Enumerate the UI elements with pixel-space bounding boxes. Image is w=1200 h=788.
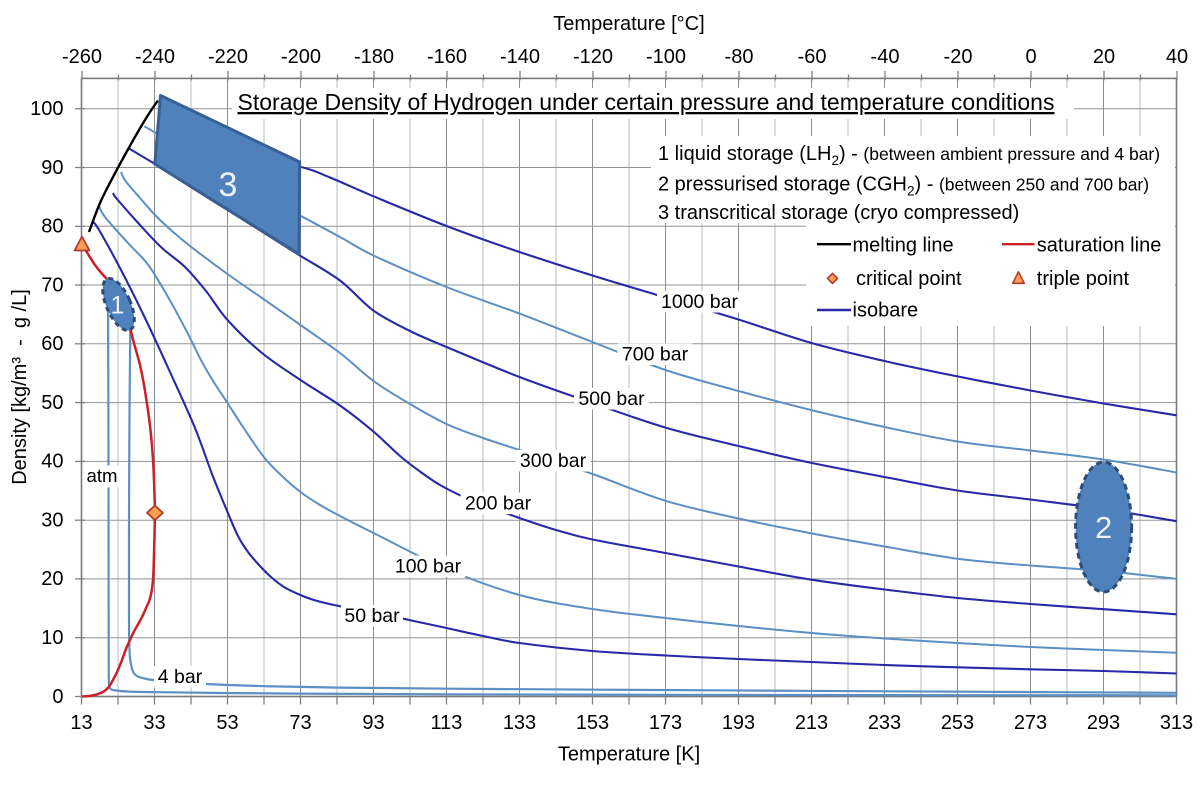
svg-text:233: 233 (868, 712, 901, 734)
svg-text:Temperature [K]: Temperature [K] (558, 744, 700, 766)
svg-text:300 bar: 300 bar (520, 450, 587, 472)
svg-text:0: 0 (1025, 46, 1036, 68)
svg-text:1: 1 (111, 292, 125, 320)
svg-text:-100: -100 (646, 46, 686, 68)
svg-text:213: 213 (795, 712, 828, 734)
svg-text:73: 73 (289, 712, 311, 734)
svg-text:-160: -160 (427, 46, 467, 68)
svg-text:-240: -240 (135, 46, 175, 68)
svg-text:3: 3 (219, 166, 238, 204)
svg-text:40: 40 (41, 451, 63, 473)
svg-text:53: 53 (216, 712, 238, 734)
svg-text:113: 113 (431, 712, 463, 734)
svg-text:Density [kg/m³ - g /L]: Density [kg/m³ - g /L] (9, 289, 31, 485)
svg-text:70: 70 (41, 274, 63, 296)
svg-text:-140: -140 (500, 46, 540, 68)
svg-text:-180: -180 (354, 46, 394, 68)
svg-text:3 transcritical storage (cryo: 3 transcritical storage (cryo compressed… (658, 202, 1019, 224)
svg-text:80: 80 (41, 216, 63, 238)
svg-text:90: 90 (41, 157, 63, 179)
svg-text:Temperature [°C]: Temperature [°C] (553, 13, 704, 35)
svg-text:133: 133 (503, 712, 536, 734)
svg-text:20: 20 (1093, 46, 1115, 68)
svg-text:273: 273 (1014, 712, 1047, 734)
svg-text:1000 bar: 1000 bar (661, 291, 738, 313)
svg-text:50: 50 (41, 392, 63, 414)
svg-text:313: 313 (1160, 712, 1193, 734)
svg-text:-20: -20 (944, 46, 973, 68)
svg-text:40: 40 (1166, 46, 1188, 68)
svg-text:100: 100 (30, 98, 63, 120)
svg-text:isobare: isobare (853, 300, 919, 322)
svg-text:2: 2 (1095, 510, 1112, 545)
svg-text:153: 153 (576, 712, 609, 734)
svg-text:253: 253 (941, 712, 974, 734)
svg-text:-80: -80 (725, 46, 754, 68)
svg-text:30: 30 (41, 510, 63, 532)
svg-text:2 pressurised storage (CGH2) -: 2 pressurised storage (CGH2) - (between … (658, 174, 1149, 199)
svg-text:-200: -200 (281, 46, 321, 68)
svg-text:100 bar: 100 bar (395, 555, 462, 577)
svg-text:193: 193 (722, 712, 755, 734)
svg-text:-120: -120 (573, 46, 613, 68)
svg-text:700 bar: 700 bar (622, 343, 689, 365)
svg-text:93: 93 (362, 712, 384, 734)
svg-text:0: 0 (52, 686, 63, 708)
svg-text:-220: -220 (208, 46, 248, 68)
svg-text:Storage Density of Hydrogen un: Storage Density of Hydrogen under certai… (238, 89, 1055, 115)
svg-text:triple point: triple point (1037, 268, 1130, 290)
svg-text:4 bar: 4 bar (158, 666, 203, 688)
svg-text:33: 33 (143, 712, 165, 734)
svg-text:50 bar: 50 bar (344, 605, 400, 627)
svg-text:melting line: melting line (853, 235, 954, 257)
svg-text:200 bar: 200 bar (465, 492, 532, 514)
svg-text:20: 20 (41, 568, 63, 590)
svg-text:-60: -60 (798, 46, 827, 68)
svg-text:173: 173 (649, 712, 682, 734)
svg-text:1 liquid storage (LH2) - (betw: 1 liquid storage (LH2) - (between ambien… (658, 143, 1160, 168)
svg-text:500 bar: 500 bar (578, 388, 645, 410)
svg-text:293: 293 (1087, 712, 1120, 734)
svg-text:10: 10 (41, 627, 63, 649)
svg-text:saturation line: saturation line (1037, 235, 1162, 257)
svg-text:-260: -260 (62, 46, 102, 68)
svg-text:critical point: critical point (856, 268, 962, 290)
svg-text:13: 13 (70, 712, 92, 734)
svg-text:60: 60 (41, 333, 63, 355)
svg-text:-40: -40 (871, 46, 900, 68)
svg-text:atm: atm (87, 465, 118, 486)
